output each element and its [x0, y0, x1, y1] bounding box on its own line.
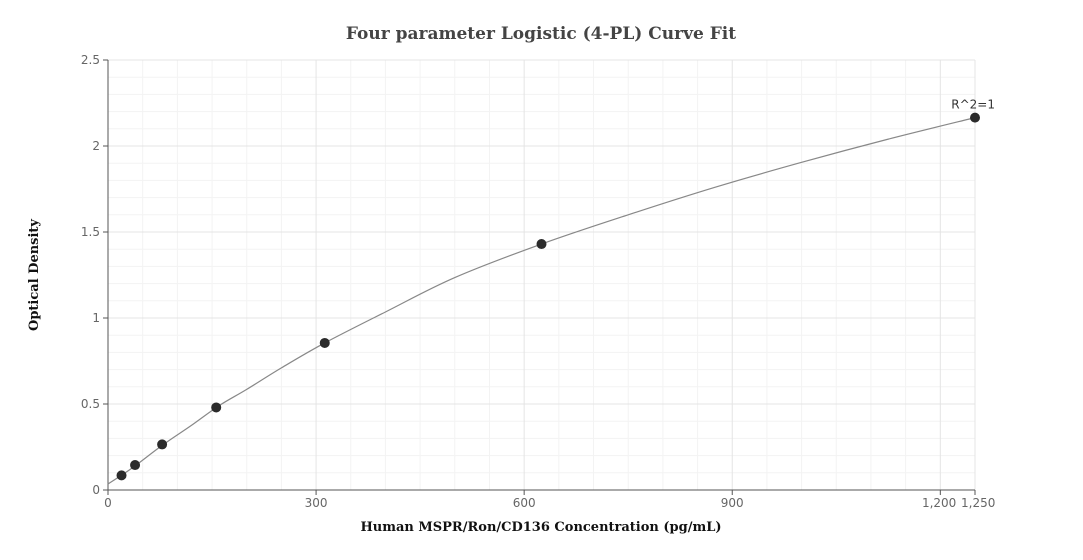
x-tick-label: 300: [305, 496, 328, 510]
data-point[interactable]: [116, 470, 127, 481]
y-tick-label: 0: [92, 483, 100, 497]
grid: [108, 59, 976, 490]
x-tick-label: 1,250: [961, 496, 995, 510]
y-tick-label: 1.5: [81, 225, 100, 239]
axes: [103, 59, 976, 495]
x-tick-label: 900: [721, 496, 744, 510]
data-point[interactable]: [536, 239, 547, 250]
y-tick-label: 2: [92, 139, 100, 153]
data-points: [116, 112, 980, 481]
chart-title: Four parameter Logistic (4-PL) Curve Fit: [346, 24, 736, 44]
x-tick-label: 0: [104, 496, 112, 510]
y-tick-label: 1: [92, 311, 100, 325]
x-axis-title: Human MSPR/Ron/CD136 Concentration (pg/m…: [360, 520, 721, 535]
data-point[interactable]: [211, 402, 222, 413]
y-tick-label: 2.5: [81, 53, 100, 67]
data-point[interactable]: [970, 112, 980, 123]
data-point[interactable]: [130, 460, 141, 471]
x-tick-label: 1,200: [922, 496, 956, 510]
data-point[interactable]: [319, 337, 330, 348]
y-axis-title: Optical Density: [27, 219, 42, 331]
data-point[interactable]: [157, 439, 168, 450]
labels: 0 300 600 900 1,200 1,250 0 0.5 1 1.5 2 2.5 R^2=1: [81, 53, 995, 510]
x-tick-label: 600: [513, 496, 536, 510]
y-tick-label: 0.5: [81, 397, 100, 411]
r-squared-annotation: R^2=1: [951, 98, 995, 112]
